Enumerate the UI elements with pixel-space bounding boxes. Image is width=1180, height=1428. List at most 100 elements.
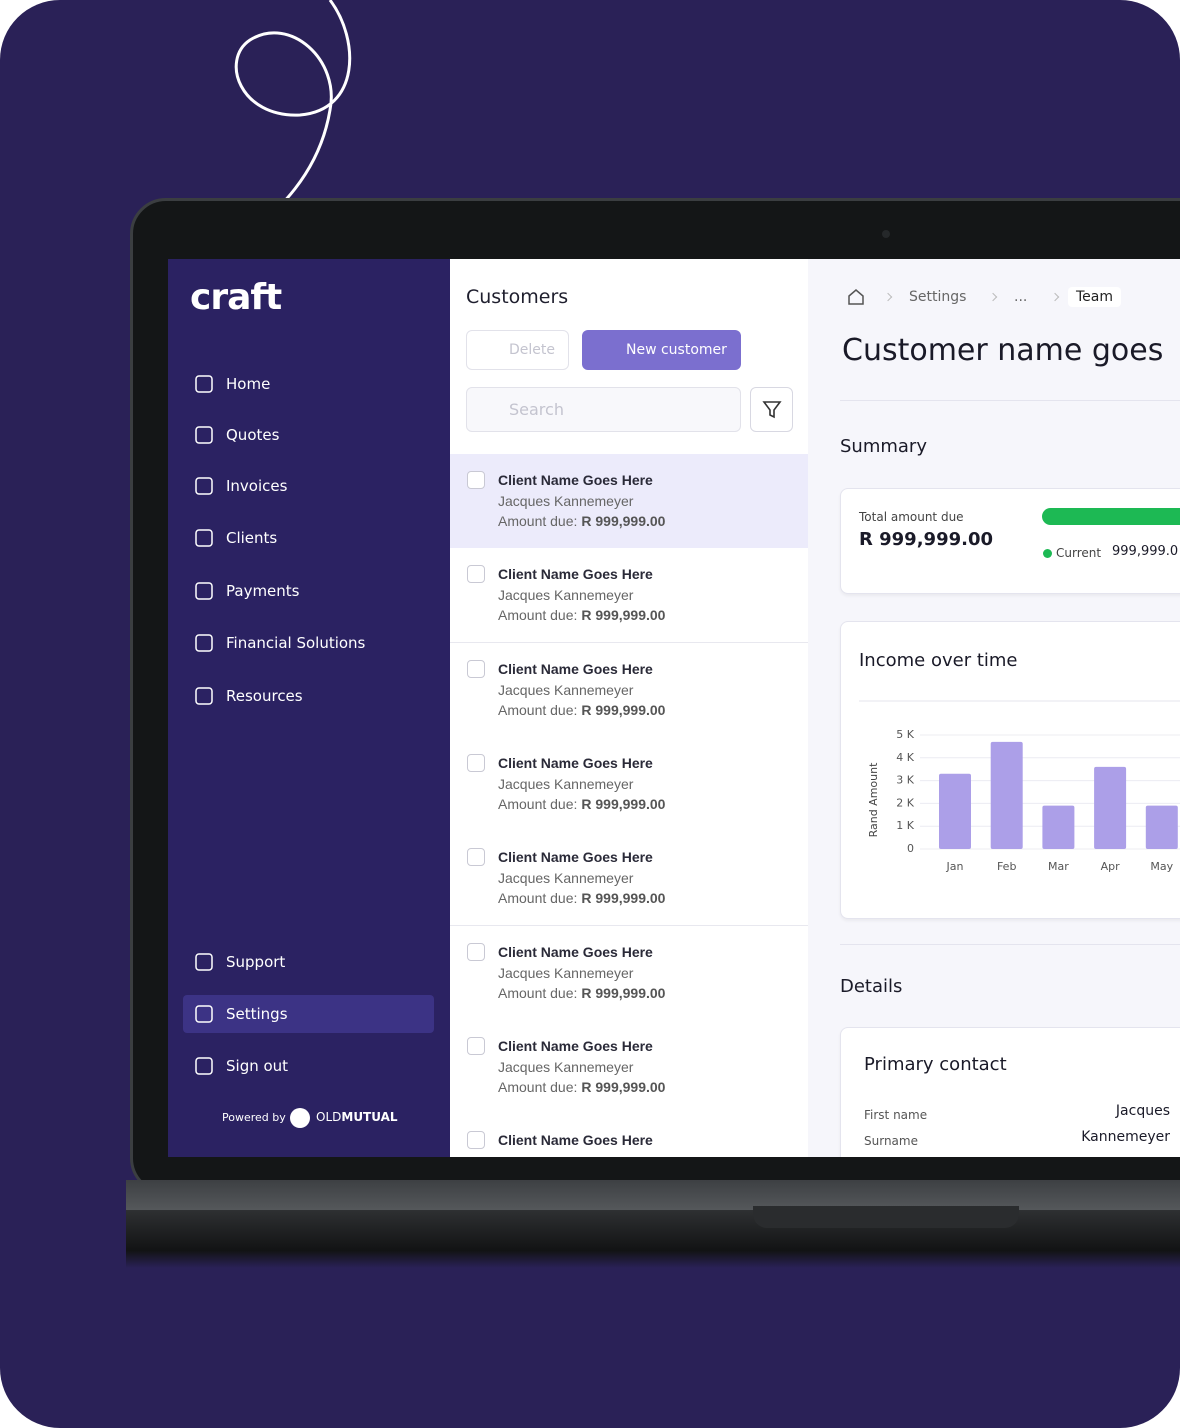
client-name: Client Name Goes Here xyxy=(498,754,653,771)
checkbox[interactable] xyxy=(467,942,485,961)
divider xyxy=(840,400,1180,401)
customer-row[interactable]: Client Name Goes Here Jacques Kannemeyer A… xyxy=(450,925,808,1021)
y-axis-label: Rand Amount xyxy=(867,762,880,838)
filter-icon xyxy=(762,401,782,419)
amount-value: R 999,999.00 xyxy=(581,607,666,624)
breadcrumb-item[interactable]: Settings xyxy=(909,289,967,305)
partner-light: OLD xyxy=(316,1110,342,1124)
amount-value: R 999,999.00 xyxy=(581,890,666,907)
field-value: Jacques xyxy=(1115,1103,1170,1119)
amount-value: R 999,999.00 xyxy=(581,701,666,718)
checkbox[interactable] xyxy=(467,659,485,678)
camera xyxy=(882,230,890,238)
nav-label: Home xyxy=(226,375,271,393)
amount-label: Amount due: xyxy=(498,890,578,907)
customer-row[interactable]: Client Name Goes Here xyxy=(450,1114,808,1157)
nav-item[interactable]: Payments xyxy=(192,577,432,605)
nav-icon xyxy=(195,953,213,971)
legend-dot xyxy=(1043,549,1052,558)
search-input[interactable]: Search xyxy=(466,387,741,432)
amount-value: R 999,999.00 xyxy=(581,1078,666,1095)
nav-icon xyxy=(195,529,213,547)
partner-icon xyxy=(290,1108,310,1128)
panel-title: Customers xyxy=(466,286,569,308)
new-customer-button[interactable]: New customer xyxy=(582,330,741,370)
x-tick-label: Mar xyxy=(1048,860,1069,873)
amount-label: Amount due: xyxy=(498,701,578,718)
customer-row[interactable]: Client Name Goes Here Jacques Kannemeyer A… xyxy=(450,454,808,549)
nav-icon xyxy=(195,375,213,393)
nav-icon xyxy=(195,687,213,705)
y-tick-label: 2 K xyxy=(896,796,914,809)
laptop-notch xyxy=(753,1206,1019,1228)
nav-item[interactable]: Support xyxy=(192,948,432,976)
summary-heading: Summary xyxy=(840,436,927,457)
customer-row[interactable]: Client Name Goes Here Jacques Kannemeyer A… xyxy=(450,1019,808,1115)
details-heading: Details xyxy=(840,976,903,997)
customers-panel: Customers Delete New customer Search Cli… xyxy=(450,259,809,1157)
amount-value: R 999,999.00 xyxy=(581,984,666,1001)
client-contact: Jacques Kannemeyer xyxy=(498,587,634,604)
nav-label: Payments xyxy=(226,582,300,600)
partner-bold: MUTUAL xyxy=(341,1110,398,1124)
nav-label: Clients xyxy=(226,529,278,547)
client-name: Client Name Goes Here xyxy=(498,1132,653,1149)
amount-line: Amount due: R 999,999.00 xyxy=(498,513,665,529)
checkbox[interactable] xyxy=(467,848,485,867)
legend-value: 999,999.0 xyxy=(1112,544,1179,559)
delete-button[interactable]: Delete xyxy=(466,330,569,370)
y-tick-label: 4 K xyxy=(896,751,914,764)
powered-by: Powered by xyxy=(222,1111,286,1124)
client-name: Client Name Goes Here xyxy=(498,1037,653,1054)
breadcrumb-item[interactable]: Team xyxy=(1068,287,1122,307)
bar xyxy=(1042,805,1075,849)
filter-button[interactable] xyxy=(750,387,793,432)
x-tick-label: Feb xyxy=(997,860,1016,873)
nav-item[interactable]: Invoices xyxy=(192,472,432,500)
nav-item[interactable]: Resources xyxy=(192,682,432,710)
detail-panel: Customer name goes Summary Total amount … xyxy=(808,259,1180,1157)
client-contact: Jacques Kannemeyer xyxy=(498,681,634,698)
amount-label: Amount due: xyxy=(498,513,578,529)
client-name: Client Name Goes Here xyxy=(498,566,653,583)
screen: craft Powered by OLDMUTUAL Home Quotes Inv… xyxy=(168,259,1180,1157)
checkbox[interactable] xyxy=(467,471,485,489)
x-tick-label: May xyxy=(1150,860,1173,873)
nav-icon xyxy=(195,582,213,600)
y-tick-label: 3 K xyxy=(896,774,914,787)
field-label: Surname xyxy=(864,1134,918,1148)
customer-row[interactable]: Client Name Goes Here Jacques Kannemeyer A… xyxy=(450,736,808,832)
client-name: Client Name Goes Here xyxy=(498,472,653,488)
x-tick-label: Apr xyxy=(1101,860,1121,873)
checkbox[interactable] xyxy=(467,1131,485,1150)
amount-line: Amount due: R 999,999.00 xyxy=(498,890,665,906)
amount-value: R 999,999.00 xyxy=(581,513,666,529)
income-chart: Income over time Rand Amount 0 1 K 2 K 3 K 4… xyxy=(859,650,1180,873)
checkbox[interactable] xyxy=(467,753,485,772)
checkbox[interactable] xyxy=(467,565,485,584)
nav-item[interactable]: Settings xyxy=(192,1000,432,1028)
partner-logo: OLDMUTUAL xyxy=(316,1110,398,1124)
amount-value: R 999,999.00 xyxy=(581,795,666,812)
amount-label: Amount due: xyxy=(498,1078,578,1095)
nav-item[interactable]: Clients xyxy=(192,524,432,552)
sidebar: craft Powered by OLDMUTUAL Home Quotes Inv… xyxy=(168,259,450,1157)
customer-row[interactable]: Client Name Goes Here Jacques Kannemeyer A… xyxy=(450,642,808,738)
nav-label: Support xyxy=(226,953,286,971)
customer-row[interactable]: Client Name Goes Here Jacques Kannemeyer A… xyxy=(450,831,808,927)
nav-item[interactable]: Quotes xyxy=(192,421,432,449)
checkbox[interactable] xyxy=(467,1036,485,1055)
customer-row[interactable]: Client Name Goes Here Jacques Kannemeyer A… xyxy=(450,548,808,644)
breadcrumb-item[interactable]: ... xyxy=(1014,289,1028,305)
nav-label: Settings xyxy=(226,1005,288,1023)
nav-item[interactable]: Financial Solutions xyxy=(192,629,432,657)
y-tick-label: 0 xyxy=(907,842,914,855)
nav-item[interactable]: Home xyxy=(192,370,432,398)
nav-icon xyxy=(195,1057,213,1075)
nav-label: Sign out xyxy=(226,1057,289,1075)
amount-label: Amount due: xyxy=(498,607,578,624)
nav-item[interactable]: Sign out xyxy=(192,1052,432,1080)
y-tick-label: 1 K xyxy=(896,819,914,832)
legend-label: Current xyxy=(1056,546,1102,560)
client-contact: Jacques Kannemeyer xyxy=(498,493,634,509)
